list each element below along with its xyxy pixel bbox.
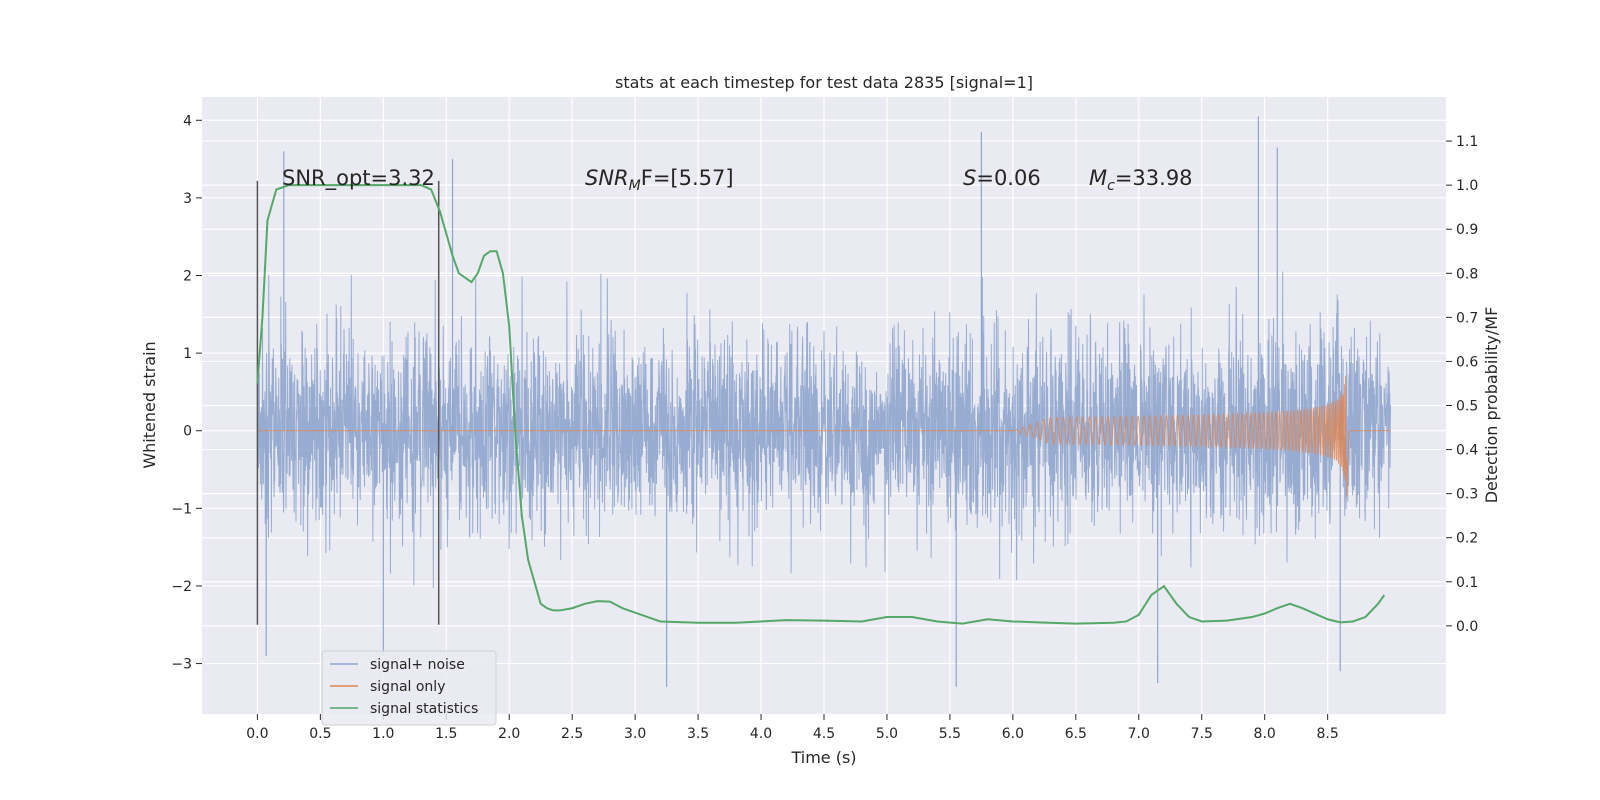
x-tick-label: 3.5	[687, 726, 709, 742]
x-tick-label: 5.5	[939, 726, 961, 742]
x-tick-label: 8.0	[1254, 726, 1276, 742]
x-tick-label: 2.0	[498, 726, 520, 742]
y-tick-label: 2	[183, 269, 192, 285]
x-tick-label: 4.5	[813, 726, 835, 742]
x-tick-label: 8.5	[1317, 726, 1339, 742]
y2-tick-label: 0.9	[1456, 222, 1478, 238]
y-tick-label: 0	[183, 424, 192, 440]
snr-mf-annotation: SNRMF=[5.57]	[585, 166, 734, 194]
legend-label-noise: signal+ noise	[370, 657, 465, 673]
y-tick-label: −1	[171, 501, 192, 517]
chart-title: stats at each timestep for test data 283…	[615, 73, 1033, 92]
x-axis-ticks: 0.0 0.5 1.0 1.5 2.0 2.5 3.0 3.5 4.0 4.5 5.0 5.5 6.0 6…	[246, 714, 1339, 742]
y-tick-label: 1	[183, 346, 192, 362]
y-tick-label: −3	[171, 657, 192, 673]
legend-box	[321, 650, 497, 726]
x-tick-label: 3.0	[624, 726, 646, 742]
y-tick-label: −2	[171, 579, 192, 595]
x-tick-label: 4.0	[750, 726, 772, 742]
x-tick-label: 7.5	[1191, 726, 1213, 742]
y-axis-ticks: −3 −2 −1 0 1 2 3 4	[171, 113, 202, 673]
mc-annotation: Mc=33.98	[1089, 166, 1193, 194]
x-tick-label: 0.0	[246, 726, 268, 742]
x-axis-label: Time (s)	[790, 748, 856, 767]
x-tick-label: 6.5	[1065, 726, 1087, 742]
x-tick-label: 2.5	[561, 726, 583, 742]
y-tick-label: 3	[183, 191, 192, 207]
x-tick-label: 7.0	[1128, 726, 1150, 742]
y2-tick-label: 0.1	[1456, 575, 1478, 591]
y2-tick-label: 0.7	[1456, 310, 1478, 326]
legend-label-signal: signal only	[370, 679, 445, 695]
stats-series	[256, 184, 1386, 625]
y2-axis-label: Detection probability/MF	[1482, 307, 1501, 504]
y2-tick-label: 0.2	[1456, 531, 1478, 547]
x-tick-label: 1.5	[435, 726, 457, 742]
y2-tick-label: 1.1	[1456, 134, 1478, 150]
y2-tick-label: 1.0	[1456, 178, 1478, 194]
y2-tick-label: 0.8	[1456, 266, 1478, 282]
stats-trace	[256, 184, 1386, 625]
snr-opt-annotation: SNR_opt=3.32	[282, 166, 435, 191]
signal-trace	[257, 375, 1391, 497]
vertical-markers	[256, 180, 440, 625]
y2-tick-label: 0.6	[1456, 354, 1478, 370]
y2-tick-label: 0.5	[1456, 399, 1478, 415]
legend-label-stats: signal statistics	[370, 701, 478, 717]
x-tick-label: 5.0	[876, 726, 898, 742]
y2-tick-label: 0.4	[1456, 443, 1478, 459]
y2-tick-label: 0.3	[1456, 487, 1478, 503]
y-tick-label: 4	[183, 113, 192, 129]
x-tick-label: 0.5	[309, 726, 331, 742]
s-annotation: S=0.06	[963, 166, 1041, 190]
y2-tick-label: 0.0	[1456, 619, 1478, 635]
signal-only-series	[257, 375, 1391, 497]
y2-axis-ticks: 0.0 0.1 0.2 0.3 0.4 0.5 0.6 0.7 0.8 0.9 1.0 1.1	[1446, 134, 1478, 635]
legend: signal+ noise signal only signal statist…	[321, 650, 497, 726]
x-tick-label: 6.0	[1002, 726, 1024, 742]
x-tick-label: 1.0	[372, 726, 394, 742]
noise-spikes	[265, 116, 1341, 687]
y-axis-label: Whitened strain	[140, 341, 159, 468]
